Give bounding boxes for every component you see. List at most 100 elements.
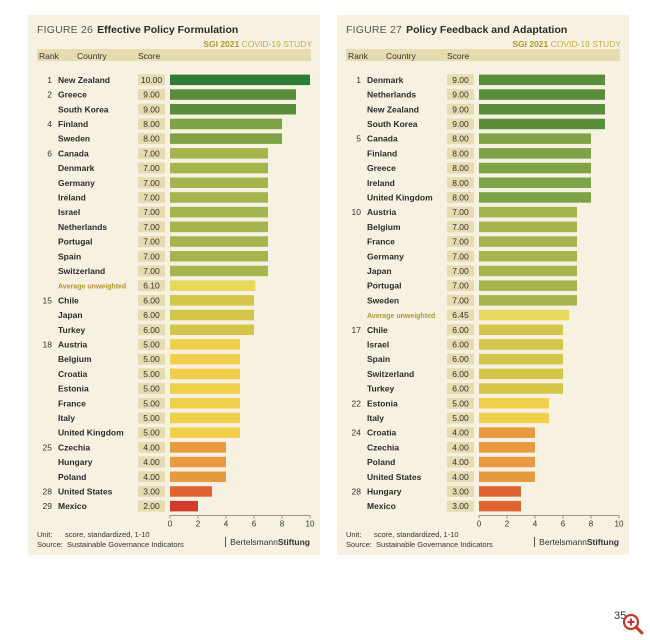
- country-row: 22 Estonia 5.00: [352, 397, 549, 409]
- score-bar: [170, 104, 296, 115]
- country-row: Netherlands 7.00: [58, 221, 268, 233]
- score-bar: [479, 368, 563, 380]
- country-row: Belgium 5.00: [58, 353, 240, 365]
- country-row: Germany 7.00: [58, 177, 268, 189]
- country-row: 28 Hungary 3.00: [352, 485, 521, 497]
- country-label: Netherlands: [58, 222, 107, 232]
- rank-label: 17: [352, 325, 362, 335]
- country-label: Japan: [58, 310, 83, 320]
- score-data-label: 4.00: [452, 442, 469, 452]
- country-row: Japan 7.00: [367, 265, 577, 277]
- country-row: Belgium 7.00: [367, 221, 577, 233]
- score-bar: [479, 162, 591, 174]
- score-label-bg: [138, 368, 165, 380]
- country-label: Netherlands: [367, 90, 416, 100]
- score-label-bg: [447, 265, 474, 277]
- country-label: United States: [367, 472, 422, 482]
- rank-label: 6: [47, 148, 52, 158]
- country-label: Ireland: [58, 192, 86, 202]
- score-bar: [170, 162, 268, 174]
- score-bar: [170, 442, 226, 453]
- score-label-bg: [447, 353, 474, 365]
- score-data-label: 9.00: [452, 75, 469, 85]
- score-label-bg: [138, 294, 165, 306]
- rank-label: 10: [352, 207, 362, 217]
- score-data-label: 5.00: [143, 384, 160, 394]
- score-data-label: 6.00: [452, 339, 469, 349]
- country-label: New Zealand: [58, 75, 110, 85]
- score-data-label: 6.00: [452, 325, 469, 335]
- figure-label: FIGURE 27: [346, 24, 403, 36]
- score-bar: [479, 339, 563, 350]
- score-label-bg: [138, 383, 165, 395]
- country-row: 18 Austria 5.00: [43, 338, 240, 350]
- score-label-bg: [138, 412, 165, 424]
- score-column-header: Score: [447, 51, 470, 61]
- country-label: United Kingdom: [367, 192, 433, 202]
- rank-label: 28: [352, 486, 362, 496]
- country-label: Mexico: [58, 501, 87, 511]
- study-suffix: COVID-19 STUDY: [550, 39, 621, 49]
- score-label-bg: [138, 221, 165, 233]
- score-data-label: 5.00: [143, 428, 160, 438]
- country-label: Estonia: [367, 398, 398, 408]
- score-bar: [170, 427, 240, 438]
- column-header-band: [37, 49, 311, 61]
- study-suffix: COVID-19 STUDY: [241, 39, 312, 49]
- score-bar: [479, 442, 535, 453]
- score-data-label: 7.00: [143, 266, 160, 276]
- country-row: Israel 7.00: [58, 206, 268, 218]
- country-label: United States: [58, 486, 113, 496]
- country-label: South Korea: [367, 119, 418, 129]
- brand-light: Bertelsmann: [539, 537, 587, 547]
- bar-chart: 1 Denmark 9.00 Netherlands 9.00 New Zealand 9.…: [352, 74, 624, 529]
- score-label-bg: [447, 338, 474, 350]
- score-label-bg: [138, 441, 165, 453]
- score-data-label: 7.00: [452, 251, 469, 261]
- score-label-bg: [138, 103, 165, 115]
- rank-label: 28: [43, 486, 53, 496]
- score-data-label: 4.00: [143, 457, 160, 467]
- score-label-bg: [447, 162, 474, 174]
- country-row: Portugal 7.00: [58, 236, 268, 248]
- country-row: Switzerland 6.00: [367, 368, 563, 380]
- score-label-bg: [447, 412, 474, 424]
- country-label: United Kingdom: [58, 428, 124, 438]
- zoom-in-icon[interactable]: [621, 612, 645, 636]
- rank-label: 29: [43, 501, 53, 511]
- score-data-label: 7.00: [143, 148, 160, 158]
- score-data-label: 6.00: [452, 354, 469, 364]
- country-row: Spain 6.00: [367, 353, 563, 365]
- country-label: Hungary: [367, 486, 402, 496]
- score-bar: [170, 324, 254, 335]
- country-row: 1 Denmark 9.00: [356, 74, 605, 86]
- average-label: Average unweighted: [58, 284, 126, 291]
- score-data-label: 5.00: [143, 413, 160, 423]
- score-bar: [170, 148, 268, 159]
- column-header-band: [346, 49, 620, 61]
- score-data-label: 7.00: [452, 207, 469, 217]
- score-bar: [479, 206, 577, 218]
- country-row: United Kingdom 5.00: [58, 427, 240, 439]
- country-label: Austria: [58, 339, 88, 349]
- score-label-bg: [447, 324, 474, 336]
- score-bar: [170, 265, 268, 277]
- score-data-label: 3.00: [452, 486, 469, 496]
- figure-title: FIGURE 26 Effective Policy Formulation: [37, 24, 238, 36]
- score-label-bg: [138, 147, 165, 159]
- x-tick-label: 0: [477, 520, 482, 529]
- score-bar: [479, 412, 549, 424]
- country-label: Finland: [58, 119, 88, 129]
- country-label: Croatia: [58, 369, 88, 379]
- score-label-bg: [447, 74, 474, 86]
- rank-label: 18: [43, 339, 53, 349]
- x-tick-label: 6: [252, 520, 257, 529]
- country-label: Belgium: [367, 222, 401, 232]
- score-label-bg: [138, 397, 165, 409]
- score-bar: [170, 398, 240, 409]
- score-bar: [170, 280, 256, 291]
- country-row: Netherlands 9.00: [367, 89, 605, 101]
- country-label: Denmark: [367, 75, 404, 85]
- score-label-bg: [138, 456, 165, 468]
- country-row: 5 Canada 8.00: [356, 133, 591, 145]
